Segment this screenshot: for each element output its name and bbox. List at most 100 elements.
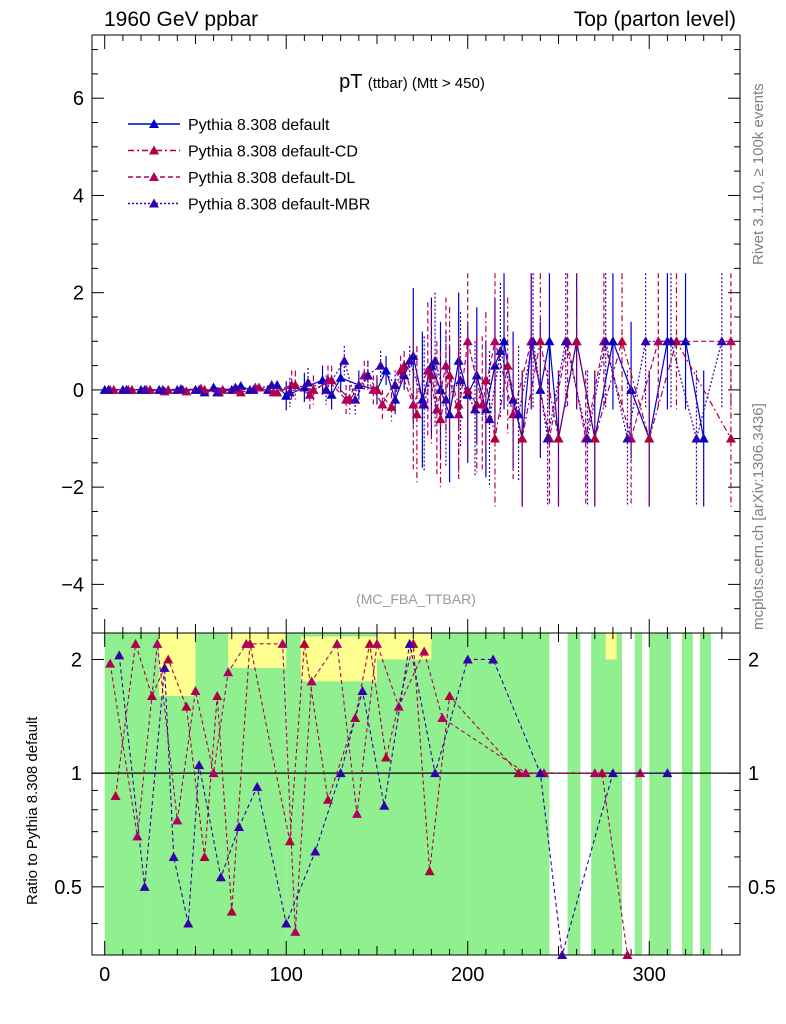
ratio-point [212, 691, 223, 701]
data-point [444, 409, 455, 419]
data-point [268, 387, 279, 397]
data-point [284, 387, 295, 397]
data-point [375, 360, 386, 370]
ratio-point [277, 638, 288, 648]
data-point [194, 384, 205, 394]
data-point [208, 382, 219, 392]
main-ytick-label: 0 [73, 380, 84, 402]
ratio-series-2 [114, 638, 673, 959]
data-point [430, 355, 441, 365]
data-point [395, 365, 406, 375]
ratio-ytick-label: 2 [71, 649, 82, 671]
ratio-ytick-label: 0.5 [748, 877, 776, 899]
data-point [411, 409, 422, 419]
ratio-point [607, 768, 618, 778]
data-point [440, 394, 451, 404]
ratio-point [444, 691, 455, 701]
series-0 [99, 273, 709, 507]
uncertainty-band [649, 633, 672, 955]
ratio-point [114, 650, 125, 660]
ratio-point [163, 654, 174, 664]
ratio-point [130, 638, 141, 648]
data-point [299, 382, 310, 392]
data-point [362, 370, 373, 380]
ratio-point [430, 768, 441, 778]
uncertainty-band [700, 633, 711, 955]
data-point [480, 375, 491, 385]
data-point [600, 336, 611, 346]
ratio-point [332, 638, 343, 648]
data-point [404, 355, 415, 365]
main-panel: −4 −2 0 2 4 6 pT (ttbar) (Mtt > 450) (MC_FBA_TT… [61, 34, 741, 634]
ratio-point [199, 851, 210, 861]
ratio-point [357, 686, 368, 696]
data-point [350, 394, 361, 404]
data-point [489, 336, 500, 346]
data-point [469, 404, 480, 414]
ratio-point [419, 646, 430, 656]
ratio-point [520, 768, 531, 778]
legend-marker [149, 145, 159, 155]
header-right: Top (parton level) [573, 8, 736, 31]
data-point [542, 433, 553, 443]
ratio-point [299, 638, 310, 648]
ratio-point [364, 638, 375, 648]
data-point [139, 384, 150, 394]
ratio-xtick-label: 300 [633, 964, 666, 986]
ratio-xtick-label: 0 [99, 964, 110, 986]
ratio-point [139, 881, 150, 891]
series-line [110, 340, 731, 441]
data-point [617, 336, 628, 346]
data-point [422, 365, 433, 375]
ratio-point [462, 654, 473, 664]
ratio-point [190, 686, 201, 696]
ratio-point [284, 836, 295, 846]
ratio-point [306, 676, 317, 686]
data-point [477, 399, 488, 409]
ratio-point [352, 808, 363, 818]
data-point [121, 384, 132, 394]
ratio-point [110, 790, 121, 800]
ratio-ytick-label: 1 [71, 763, 82, 785]
ratio-point [597, 768, 608, 778]
data-point [691, 433, 702, 443]
ratio-point [215, 872, 226, 882]
data-point [321, 384, 332, 394]
ratio-point [513, 768, 524, 778]
data-point [341, 394, 352, 404]
ratio-point [234, 822, 245, 832]
uncertainty-band [567, 633, 581, 955]
data-point [640, 336, 651, 346]
ratio-point [379, 800, 390, 810]
ratio-point [622, 950, 633, 959]
data-point [308, 384, 319, 394]
ratio-point [310, 846, 321, 856]
ratio-point [393, 701, 404, 711]
ratio-point [208, 768, 219, 778]
header-left: 1960 GeV ppbar [104, 8, 259, 31]
ratio-ytick-label: 0.5 [54, 877, 82, 899]
data-point [589, 433, 600, 443]
uncertainty-band [376, 633, 468, 955]
data-point [535, 336, 546, 346]
main-ytick-label: 6 [73, 88, 84, 110]
ratio-frame [91, 632, 741, 956]
data-point [386, 401, 397, 411]
uncertainty-band [681, 633, 693, 955]
ratio-point [557, 950, 568, 959]
uncertainty-band [634, 633, 642, 955]
ratio-series-1 [105, 638, 646, 936]
data-point [502, 360, 513, 370]
ratio-point [381, 752, 392, 762]
series-3 [103, 273, 727, 507]
data-point [553, 433, 564, 443]
legend-marker [149, 172, 159, 181]
ratio-point [437, 712, 448, 722]
main-ytick-label: 4 [73, 185, 84, 207]
data-point [230, 382, 241, 392]
ratio-point [183, 918, 194, 928]
ratio-point [281, 918, 292, 928]
legend-label: Pythia 8.308 default-CD [188, 144, 358, 161]
data-point [495, 346, 506, 356]
